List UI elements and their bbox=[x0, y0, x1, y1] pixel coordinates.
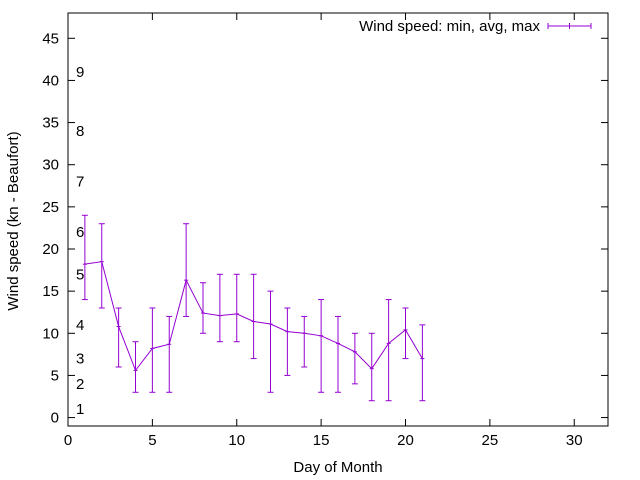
x-tick-label: 25 bbox=[482, 432, 499, 449]
legend-label: Wind speed: min, avg, max bbox=[359, 18, 540, 35]
x-tick-label: 0 bbox=[64, 432, 72, 449]
beaufort-labels: 1 2 3 4 5 6 7 8 9 bbox=[76, 64, 84, 418]
x-axis-label: Day of Month bbox=[293, 459, 382, 476]
y-tick-label: 0 bbox=[51, 410, 59, 427]
y-tick-label: 20 bbox=[42, 241, 59, 258]
beaufort-label: 6 bbox=[76, 224, 84, 241]
y-axis-label: Wind speed (kn - Beaufort) bbox=[5, 131, 22, 310]
beaufort-label: 5 bbox=[76, 266, 84, 283]
series-layer bbox=[81, 214, 426, 402]
x-tick-label: 15 bbox=[313, 432, 330, 449]
beaufort-label: 8 bbox=[76, 123, 84, 140]
y-tick-label: 10 bbox=[42, 325, 59, 342]
beaufort-label: 9 bbox=[76, 64, 84, 81]
beaufort-label: 7 bbox=[76, 174, 84, 191]
y-tick-label: 5 bbox=[51, 367, 59, 384]
beaufort-label: 4 bbox=[76, 317, 84, 334]
y-tick-label: 35 bbox=[42, 115, 59, 132]
legend: Wind speed: min, avg, max bbox=[359, 18, 592, 35]
beaufort-label: 1 bbox=[76, 401, 84, 418]
x-tick-label: 5 bbox=[148, 432, 156, 449]
y-tick-label: 30 bbox=[42, 157, 59, 174]
y-tick-label: 40 bbox=[42, 72, 59, 89]
beaufort-label: 2 bbox=[76, 376, 84, 393]
y-tick-label: 45 bbox=[42, 30, 59, 47]
plot-frame bbox=[67, 12, 609, 427]
x-tick-label: 20 bbox=[397, 432, 414, 449]
y-tick-label: 25 bbox=[42, 199, 59, 216]
y-tick-label: 15 bbox=[42, 283, 59, 300]
legend-symbol bbox=[547, 23, 592, 29]
x-tick-label: 30 bbox=[566, 432, 583, 449]
x-tick-label: 10 bbox=[228, 432, 245, 449]
beaufort-label: 3 bbox=[76, 351, 84, 368]
